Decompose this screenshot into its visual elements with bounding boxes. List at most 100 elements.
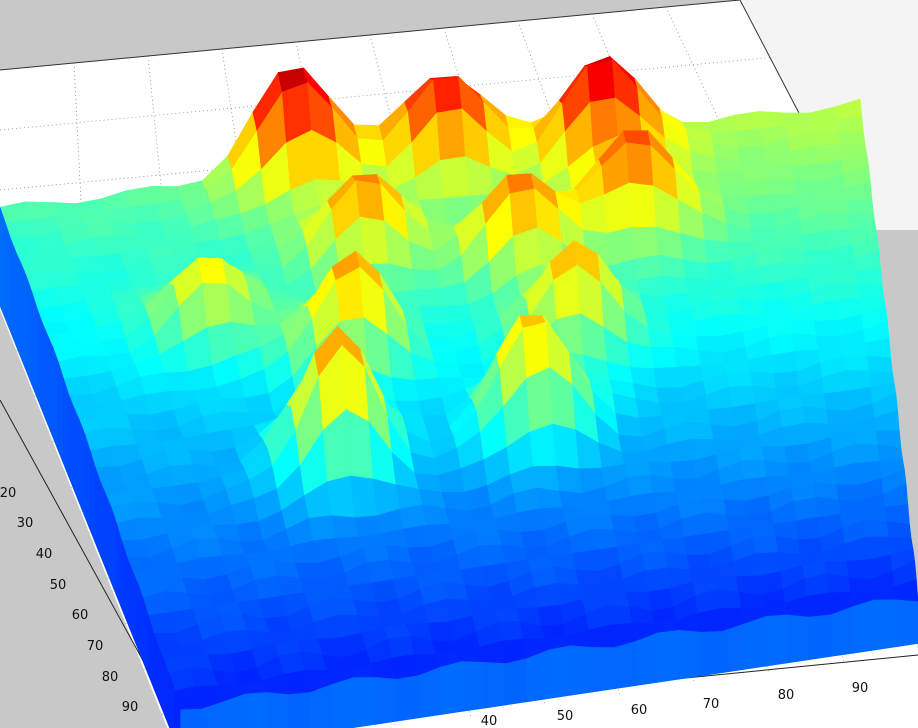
surface-front-skirt [592, 647, 615, 693]
surface-front-skirt [483, 662, 506, 709]
surface-patch [416, 288, 445, 308]
surface-left-skirt [57, 361, 64, 464]
surface-front-skirt [505, 658, 528, 706]
surface-patch [782, 422, 809, 448]
surface-front-skirt [179, 708, 203, 728]
surface-patch [575, 569, 602, 586]
y-tick-label: 80 [102, 670, 119, 685]
surface-patch [803, 406, 830, 425]
surface-front-skirt [396, 675, 420, 722]
surface-patch [130, 203, 162, 225]
surface-patch [824, 390, 851, 412]
surface-patch [630, 492, 657, 518]
surface-left-skirt [31, 291, 38, 398]
surface-front-skirt [700, 631, 724, 677]
surface-left-skirt [47, 335, 54, 438]
surface-patch [784, 443, 811, 465]
surface-patch [391, 377, 420, 402]
surface-patch [460, 566, 488, 588]
surface-patch [553, 566, 580, 586]
surface-left-skirt [52, 347, 59, 451]
surface-front-skirt [353, 677, 376, 728]
surface-patch [357, 138, 388, 168]
surface-left-skirt [41, 322, 49, 425]
surface-left-skirt [84, 433, 91, 530]
surface-patch [308, 515, 337, 542]
surface-left-skirt [26, 276, 33, 385]
surface-patch [520, 529, 548, 549]
surface-patch [105, 206, 137, 225]
surface-left-skirt [63, 378, 70, 477]
surface-patch [795, 517, 821, 541]
surface-front-skirt [461, 661, 485, 712]
surface-patch [627, 342, 655, 370]
surface-front-skirt [657, 629, 680, 683]
surface-patch [779, 248, 807, 265]
surface-patch [791, 164, 820, 182]
surface-patch [434, 361, 463, 379]
surface-patch [418, 396, 447, 417]
surface-patch [836, 115, 864, 134]
y-tick-label: 90 [122, 700, 139, 715]
surface-left-skirt [169, 674, 176, 728]
surface-patch [826, 409, 853, 425]
surface-front-skirt [830, 606, 854, 657]
y-tick-label: 50 [50, 578, 67, 593]
surface-front-skirt [743, 615, 767, 670]
surface-patch [399, 504, 428, 530]
surface-patch [843, 355, 870, 372]
surface-front-skirt [266, 692, 289, 728]
surface-patch [529, 423, 557, 467]
surface-patch [388, 635, 416, 659]
surface-patch [588, 514, 615, 531]
surface-patch [403, 524, 432, 549]
surface-patch [723, 499, 750, 518]
surface-front-skirt [440, 661, 463, 716]
surface-front-skirt [309, 683, 333, 728]
surface-front-skirt [613, 640, 637, 690]
surface-patch [833, 282, 861, 301]
surface-patch [738, 446, 765, 462]
surface-patch [538, 604, 565, 627]
surface-patch [686, 554, 713, 571]
surface-patch [737, 145, 766, 162]
surface-left-skirt [20, 263, 27, 372]
surface-patch [700, 498, 727, 516]
surface-front-skirt [809, 614, 832, 661]
surface-left-skirt [36, 308, 43, 412]
surface-front-skirt [722, 623, 745, 673]
surface-front-skirt [895, 599, 918, 648]
surface-left-skirt [73, 408, 80, 504]
surface-patch [536, 487, 564, 510]
x-tick-label: 60 [631, 703, 648, 718]
surface-patch [534, 582, 561, 609]
surface-patch [854, 443, 881, 464]
surface-patch [793, 496, 819, 522]
surface-front-skirt [288, 692, 311, 728]
surface-front-skirt [526, 649, 550, 703]
surface-patch [753, 535, 779, 555]
surface-patch [822, 199, 850, 214]
surface-patch [837, 130, 866, 147]
surface-patch [735, 128, 764, 149]
surface-front-skirt [244, 692, 268, 728]
surface-patch [656, 387, 684, 404]
surface-patch [366, 559, 395, 584]
surface-front-skirt [223, 693, 246, 728]
surface-front-skirt [570, 645, 593, 696]
surface-patch [604, 592, 631, 608]
surface-patch [704, 239, 733, 265]
surface-patch [848, 577, 874, 594]
surface-patch [407, 546, 436, 564]
surface-patch [354, 515, 383, 538]
surface-patch [559, 490, 586, 509]
surface-front-skirt [331, 677, 355, 728]
surface-left-skirt [126, 557, 133, 635]
surface-patch [628, 182, 657, 228]
surface-front-skirt [548, 645, 572, 699]
surface-patch [497, 621, 525, 642]
surface-patch [587, 59, 616, 103]
surface-patch [625, 142, 655, 187]
surface-patch [661, 275, 689, 297]
